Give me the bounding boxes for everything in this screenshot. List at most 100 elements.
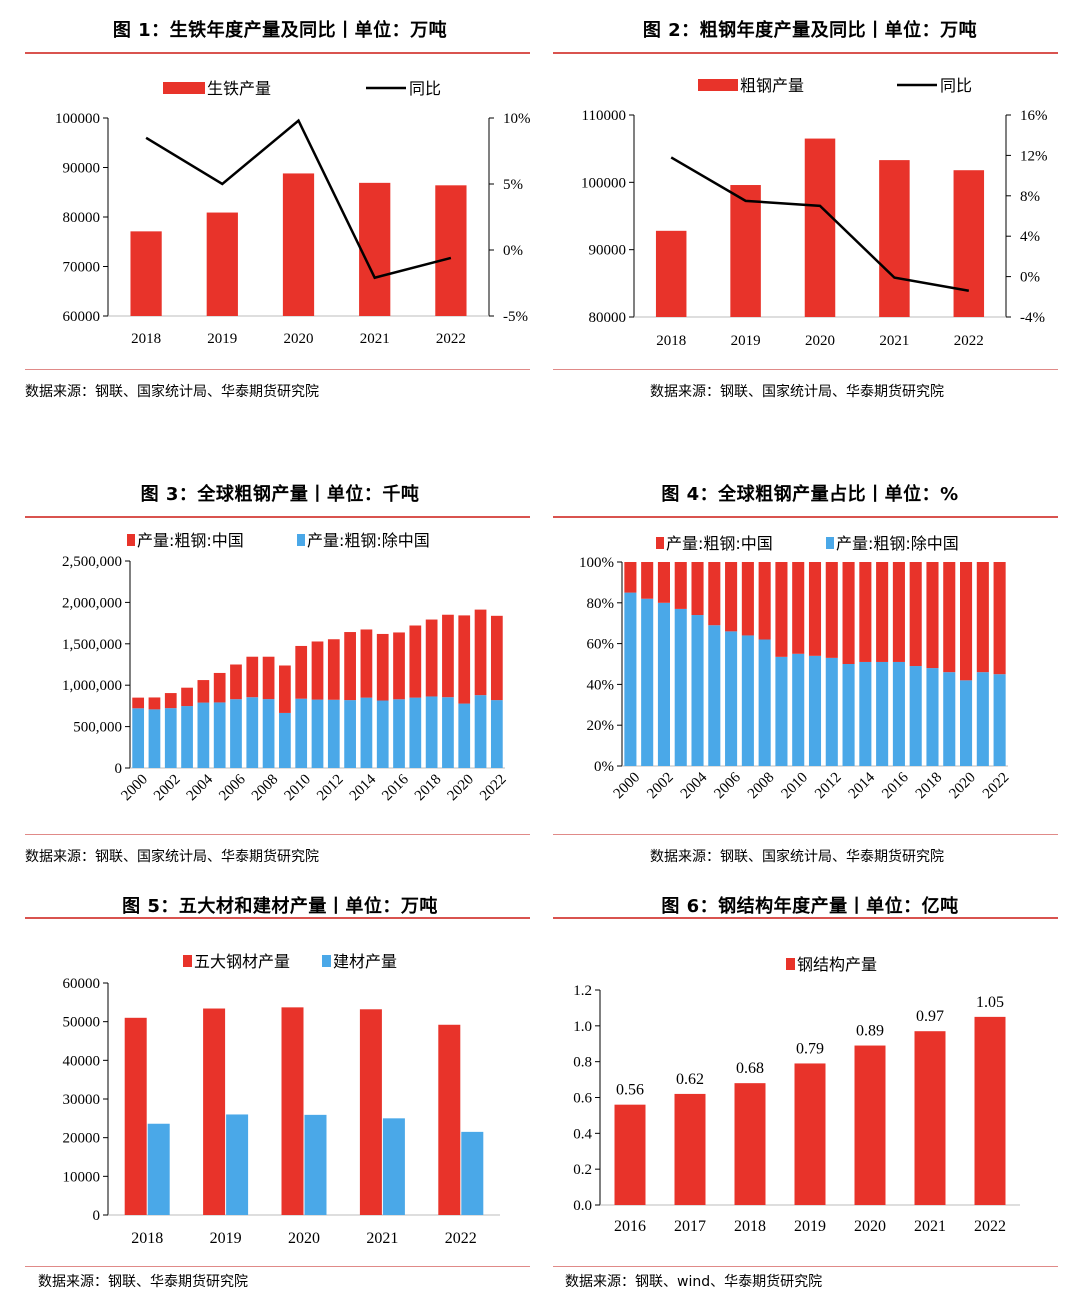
x-tick-label: 2004 (678, 769, 711, 802)
figure-3-bottom-rule (25, 834, 530, 835)
data-label: 0.68 (736, 1060, 764, 1077)
legend-swatch (786, 958, 795, 970)
legend-label: 生铁产量 (207, 79, 271, 98)
bar (914, 1031, 946, 1205)
figure-3-chart: 产量:粗钢:中国 产量:粗钢:除中国 0 500,000 1,000,000 1,500,… (62, 531, 510, 805)
bar (974, 1016, 1006, 1205)
x-tick-label: 2018 (734, 1218, 766, 1235)
x-tick-label: 2018 (131, 331, 161, 347)
bar-rest-of-world (425, 696, 438, 768)
bar-china (181, 687, 193, 707)
bar-china (360, 629, 373, 698)
x-tick-label: 2019 (207, 331, 237, 347)
bar (655, 230, 687, 317)
bar-rest-of-world (674, 608, 687, 766)
y-tick-label: 0 (93, 1208, 101, 1224)
x-tick-label: 2000 (118, 772, 151, 805)
bar-china (775, 562, 788, 657)
y-tick-label: 60000 (63, 976, 101, 992)
bar-china (926, 562, 939, 669)
figure-6-title-rule (553, 917, 1058, 919)
x-tick-label: 2006 (711, 769, 744, 802)
bar-china (808, 562, 822, 656)
x-tick-label: 2021 (360, 331, 390, 347)
x-tick-label: 2002 (151, 772, 184, 805)
figure-4-bottom-rule (553, 834, 1058, 835)
legend-swatch (698, 79, 738, 91)
data-label: 0.56 (616, 1082, 644, 1099)
x-tick-label: 2010 (779, 770, 812, 803)
figure-3-title-rule (25, 516, 530, 518)
bar-china (641, 562, 654, 599)
figure-2-title: 图 2：粗钢年度产量及同比丨单位：万吨 (642, 20, 978, 41)
bar-china (825, 562, 838, 658)
legend-label: 产量:粗钢:除中国 (836, 534, 959, 553)
x-tick-label: 2022 (477, 772, 510, 805)
bar-china (691, 562, 704, 616)
x-tick-label: 2017 (674, 1218, 706, 1235)
y2-tick-label: 5% (503, 177, 523, 193)
y-tick-label: 70000 (63, 260, 101, 276)
bar-rest-of-world (246, 697, 259, 768)
bar-china (976, 562, 989, 673)
x-tick-label: 2022 (445, 1230, 477, 1247)
data-label: 1.05 (976, 994, 1004, 1011)
bar (854, 1045, 886, 1205)
bar-rest-of-world (376, 700, 389, 768)
bar-china (960, 562, 973, 681)
figure-6-source: 数据来源：钢联、wind、华泰期货研究院 (565, 1274, 823, 1290)
x-tick-label: 2008 (249, 772, 282, 805)
bar-china (674, 562, 687, 609)
bar (674, 1093, 706, 1205)
x-tick-label: 2008 (745, 770, 778, 803)
legend-label: 同比 (940, 76, 972, 95)
bar-china (132, 697, 145, 709)
x-tick-label: 2020 (854, 1218, 886, 1235)
bar-china (657, 562, 670, 603)
bar-china (842, 562, 855, 664)
bar-rest-of-world (181, 706, 193, 768)
y-tick-label: 90000 (63, 161, 101, 177)
x-tick-label: 2020 (445, 772, 478, 805)
bar (734, 1083, 766, 1205)
x-tick-label: 2016 (879, 769, 912, 802)
y2-tick-label: 12% (1020, 148, 1048, 164)
bar-rest-of-world (725, 631, 738, 766)
bar-rest-of-world (458, 703, 471, 768)
figure-2-chart: 粗钢产量 同比 80000 90000 100000 110000 -4% 0% 4% 8% 12%… (581, 76, 1048, 349)
figure-2-source: 数据来源：钢联、国家统计局、华泰期货研究院 (650, 384, 944, 400)
bar-china (892, 562, 905, 662)
bar-china (624, 562, 637, 593)
bar-china (758, 562, 771, 640)
figure-4-source: 数据来源：钢联、国家统计局、华泰期货研究院 (650, 849, 944, 865)
bar-construction (147, 1123, 170, 1215)
x-tick-label: 2019 (210, 1230, 242, 1247)
bar-rest-of-world (808, 655, 822, 766)
x-tick-label: 2010 (281, 772, 314, 805)
y-tick-label: 10000 (63, 1169, 101, 1185)
bar (282, 173, 315, 316)
bar-rest-of-world (792, 653, 805, 766)
bar-china (741, 562, 754, 636)
bar-rest-of-world (393, 699, 405, 768)
bar-rest-of-world (842, 664, 855, 766)
y-tick-label: 0.0 (573, 1198, 592, 1214)
bar (435, 185, 467, 316)
bar-rest-of-world (775, 656, 788, 766)
x-tick-label: 2021 (879, 333, 909, 349)
y-tick-label: 20000 (63, 1131, 101, 1147)
figure-5-bottom-rule (25, 1266, 530, 1267)
legend-swatch (183, 955, 192, 967)
x-tick-label: 2012 (314, 772, 347, 805)
bar-rest-of-world (213, 702, 226, 768)
bar-rest-of-world (230, 699, 242, 768)
bar-rest-of-world (262, 699, 275, 768)
bar-china (859, 562, 872, 662)
x-tick-label: 2016 (379, 771, 412, 804)
y-tick-label: 2,000,000 (62, 595, 122, 611)
bar-rest-of-world (197, 702, 210, 768)
x-tick-label: 2018 (656, 333, 686, 349)
bar-china (708, 562, 721, 626)
figure-3-title: 图 3：全球粗钢产量丨单位：千吨 (140, 484, 420, 505)
x-tick-label: 2022 (436, 331, 466, 347)
